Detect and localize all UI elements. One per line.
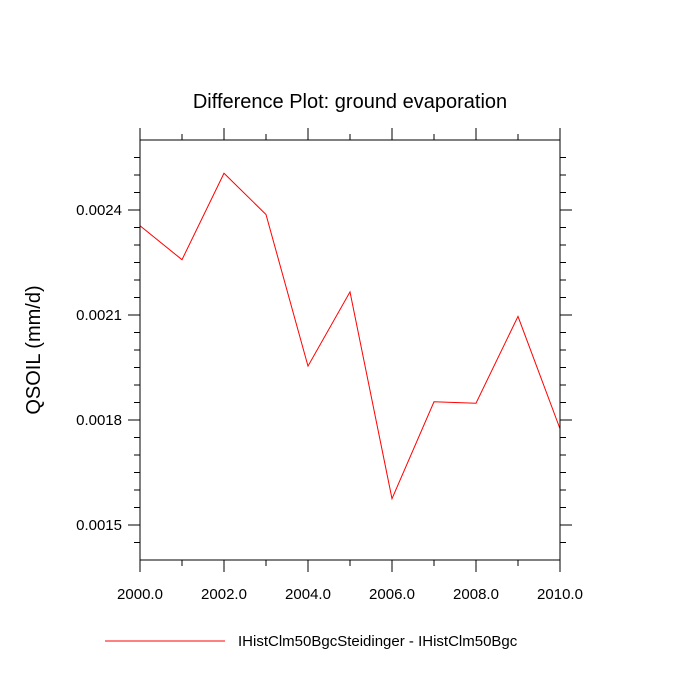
x-tick-label: 2000.0: [117, 586, 163, 603]
y-axis-label: QSOIL (mm/d): [23, 285, 45, 414]
y-tick-label: 0.0024: [76, 202, 122, 219]
x-tick-label: 2010.0: [537, 586, 583, 603]
plot-frame: [139, 139, 561, 561]
legend-label: IHistClm50BgcSteidinger - IHistClm50Bgc: [238, 633, 518, 650]
x-tick-label: 2006.0: [369, 586, 415, 603]
x-tick-label: 2004.0: [285, 586, 331, 603]
chart-title: Difference Plot: ground evaporation: [193, 91, 507, 113]
y-tick-label: 0.0015: [76, 517, 122, 534]
y-tick-label: 0.0021: [76, 307, 122, 324]
axis-ticks: 2000.0 2002.0 2004.0 2006.0 2008.0 2010.0 0.00…: [76, 128, 583, 603]
series-layer: [139, 172, 561, 501]
series-line: [139, 172, 561, 501]
y-tick-label: 0.0018: [76, 412, 122, 429]
x-tick-label: 2008.0: [453, 586, 499, 603]
legend: IHistClm50BgcSteidinger - IHistClm50Bgc: [105, 633, 518, 650]
x-tick-label: 2002.0: [201, 586, 247, 603]
